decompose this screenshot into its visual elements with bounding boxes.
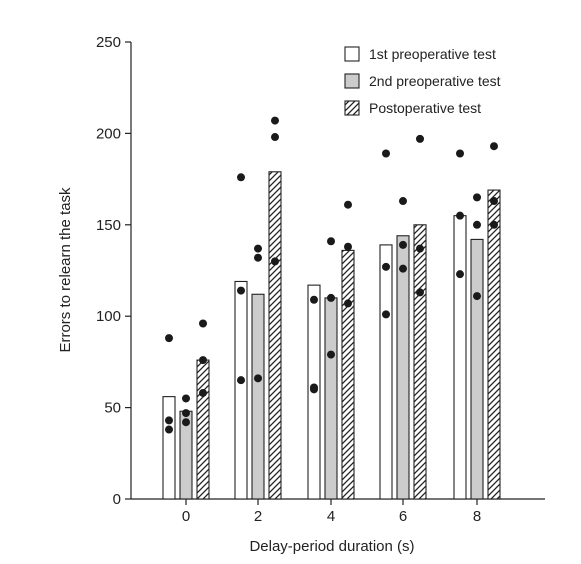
bar-3-2: [268, 171, 282, 500]
data-point: [473, 193, 481, 202]
data-point: [344, 242, 352, 251]
data-point: [165, 425, 173, 434]
data-point: [182, 418, 190, 427]
legend-label: 1st preoperative test: [369, 46, 496, 62]
data-point: [165, 334, 173, 343]
y-axis-title: Errors to relearn the task: [57, 187, 74, 353]
bar-3-8: [487, 189, 501, 500]
legend-swatch: [344, 46, 360, 62]
data-point: [399, 197, 407, 206]
data-point: [399, 264, 407, 273]
bar-2-8: [470, 238, 484, 500]
data-point: [473, 292, 481, 301]
legend-swatch: [344, 73, 360, 89]
bar-1-6: [379, 244, 393, 500]
data-point: [416, 134, 424, 143]
data-point: [416, 288, 424, 297]
y-tick-label: 100: [96, 308, 121, 325]
data-point: [182, 409, 190, 418]
data-point: [416, 244, 424, 253]
data-point: [271, 257, 279, 266]
x-tick-label: 2: [254, 508, 262, 525]
data-point: [344, 200, 352, 209]
x-axis-title: Delay-period duration (s): [249, 538, 414, 555]
data-point: [254, 374, 262, 383]
data-point: [382, 149, 390, 158]
bar-1-8: [453, 215, 467, 500]
data-point: [382, 310, 390, 319]
data-point: [237, 173, 245, 182]
bar-2-2: [251, 293, 265, 500]
data-point: [310, 385, 318, 394]
data-point: [254, 244, 262, 253]
data-point: [456, 149, 464, 158]
y-tick-label: 50: [104, 400, 121, 417]
data-point: [399, 240, 407, 249]
data-point: [327, 350, 335, 359]
x-tick-label: 0: [182, 508, 190, 525]
data-point: [165, 416, 173, 425]
x-tick-label: 6: [399, 508, 407, 525]
bar-3-4: [341, 249, 355, 500]
data-point: [456, 270, 464, 279]
legend-swatch: [344, 100, 360, 116]
y-tick-label: 200: [96, 125, 121, 142]
data-point: [199, 356, 207, 365]
data-point: [254, 253, 262, 262]
data-point: [473, 220, 481, 229]
bar-1-2: [234, 280, 248, 500]
data-point: [327, 237, 335, 246]
bar-1-0: [162, 396, 176, 500]
y-tick-label: 0: [113, 491, 121, 508]
bar-3-6: [413, 224, 427, 500]
data-point: [199, 319, 207, 328]
data-point: [344, 299, 352, 308]
bar-2-6: [396, 235, 410, 500]
data-point: [327, 293, 335, 302]
data-point: [490, 220, 498, 229]
legend-label: Postoperative test: [369, 100, 481, 116]
data-point: [237, 376, 245, 385]
data-point: [490, 142, 498, 151]
data-point: [199, 388, 207, 397]
x-tick-label: 8: [473, 508, 481, 525]
data-point: [271, 133, 279, 142]
legend-label: 2nd preoperative test: [369, 73, 501, 89]
data-point: [490, 197, 498, 206]
bar-3-0: [196, 359, 210, 500]
y-tick-label: 150: [96, 217, 121, 234]
data-point: [271, 116, 279, 125]
data-point: [182, 394, 190, 403]
data-point: [382, 262, 390, 271]
data-point: [456, 211, 464, 220]
bar-2-4: [324, 297, 338, 500]
data-point: [310, 295, 318, 304]
y-tick-label: 250: [96, 34, 121, 51]
x-tick-label: 4: [327, 508, 335, 525]
data-point: [237, 286, 245, 295]
